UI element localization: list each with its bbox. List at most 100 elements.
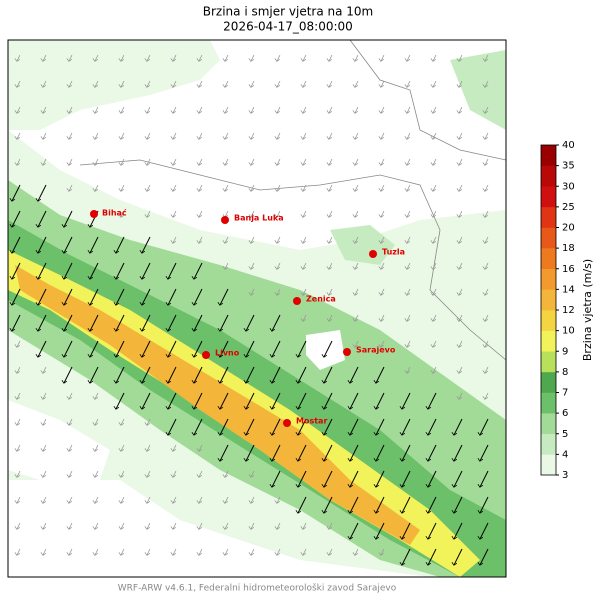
- wind-arrow-head: [40, 448, 47, 452]
- wind-arrow-head: [144, 422, 151, 426]
- city-marker: [90, 210, 98, 218]
- wind-arrow: [406, 158, 411, 166]
- wind-arrow-head: [139, 249, 146, 254]
- wind-arrow-head: [191, 275, 198, 280]
- wind-arrow: [115, 340, 125, 358]
- shade: [450, 50, 506, 130]
- wind-arrow: [271, 470, 281, 488]
- wind-arrow-head: [321, 405, 328, 410]
- wind-arrow-head: [40, 136, 47, 140]
- wind-arrow-head: [14, 110, 21, 114]
- wind-arrow: [271, 444, 281, 462]
- wind-arrow: [302, 54, 307, 62]
- wind-arrow: [458, 236, 463, 244]
- wind-arrow-head: [14, 448, 21, 452]
- wind-arrow: [167, 340, 177, 358]
- wind-arrow: [406, 262, 411, 270]
- wind-arrow: [94, 548, 99, 556]
- wind-arrow: [297, 340, 307, 358]
- wind-arrow: [16, 392, 21, 400]
- wind-arrow-head: [14, 422, 21, 426]
- wind-arrow: [380, 340, 385, 348]
- wind-arrow: [406, 314, 411, 322]
- wind-arrow-head: [191, 379, 198, 384]
- wind-arrow-head: [347, 509, 354, 514]
- wind-arrow-head: [66, 448, 73, 452]
- wind-arrow-head: [61, 379, 68, 384]
- wind-arrow-head: [165, 379, 172, 384]
- wind-arrow: [219, 392, 229, 410]
- wind-arrow: [432, 184, 437, 192]
- wind-arrow-head: [404, 110, 411, 114]
- wind-arrow: [146, 444, 151, 452]
- wind-arrow-head: [456, 214, 463, 218]
- wind-arrow: [432, 236, 437, 244]
- wind-arrow-head: [373, 483, 380, 488]
- wind-arrow-head: [144, 474, 151, 478]
- wind-arrow: [458, 158, 463, 166]
- wind-arrow: [479, 418, 489, 436]
- colorbar-band: [541, 165, 556, 187]
- wind-arrow: [302, 158, 307, 166]
- wind-arrow-head: [222, 474, 229, 478]
- wind-arrow: [302, 132, 307, 140]
- wind-arrow-head: [378, 58, 385, 62]
- wind-arrow: [172, 444, 177, 452]
- wind-arrow: [193, 366, 203, 384]
- wind-arrow-head: [118, 214, 125, 218]
- wind-arrow: [146, 418, 151, 426]
- wind-arrow-head: [321, 457, 328, 462]
- wind-arrow: [172, 470, 177, 478]
- wind-arrow: [198, 548, 203, 556]
- wind-arrow: [250, 288, 255, 296]
- wind-arrow: [354, 236, 359, 244]
- wind-arrow: [224, 496, 229, 504]
- wind-arrow-head: [456, 318, 463, 322]
- wind-arrow-head: [66, 396, 73, 400]
- wind-arrow-head: [191, 327, 198, 332]
- wind-arrow: [141, 340, 151, 358]
- wind-arrow: [11, 184, 21, 202]
- wind-arrow-head: [196, 58, 203, 62]
- wind-arrow: [380, 314, 385, 322]
- wind-arrow: [193, 262, 203, 280]
- colorbar-tick-label: 30: [562, 181, 575, 192]
- wind-arrow: [302, 236, 307, 244]
- wind-arrow-head: [170, 110, 177, 114]
- wind-arrow: [16, 132, 21, 140]
- wind-arrow: [406, 106, 411, 114]
- wind-arrow-head: [456, 292, 463, 296]
- wind-arrow: [42, 132, 47, 140]
- wind-arrow-head: [118, 526, 125, 530]
- wind-arrow-head: [373, 535, 380, 540]
- wind-arrow-head: [35, 249, 42, 254]
- wind-arrow: [146, 132, 151, 140]
- wind-arrow-head: [118, 500, 125, 504]
- wind-arrow-head: [295, 353, 302, 358]
- wind-arrow-head: [300, 214, 307, 218]
- wind-arrow: [245, 418, 255, 436]
- wind-arrow-head: [399, 561, 406, 566]
- wind-arrow: [63, 340, 73, 358]
- wind-arrow-head: [92, 448, 99, 452]
- wind-arrow-head: [92, 84, 99, 88]
- wind-arrow-head: [170, 240, 177, 244]
- wind-arrow: [68, 106, 73, 114]
- wind-arrow-head: [170, 136, 177, 140]
- wind-arrow-head: [165, 327, 172, 332]
- wind-arrow-head: [425, 431, 432, 436]
- wind-arrow-head: [243, 327, 250, 332]
- wind-arrow-head: [165, 301, 172, 306]
- wind-arrow: [250, 496, 255, 504]
- wind-arrow: [11, 314, 21, 332]
- city-label: Mostar: [296, 417, 327, 426]
- wind-arrow-head: [92, 552, 99, 556]
- wind-arrow: [271, 392, 281, 410]
- wind-arrow-head: [347, 483, 354, 488]
- wind-arrow-head: [425, 483, 432, 488]
- wind-arrow-head: [14, 162, 21, 166]
- wind-arrow: [458, 314, 463, 322]
- wind-arrow-head: [399, 483, 406, 488]
- wind-arrow-head: [144, 448, 151, 452]
- colorbar: 3 4 5 6 7 8 9 10 12 14 16 18 20 25 30 35 40: [540, 140, 575, 481]
